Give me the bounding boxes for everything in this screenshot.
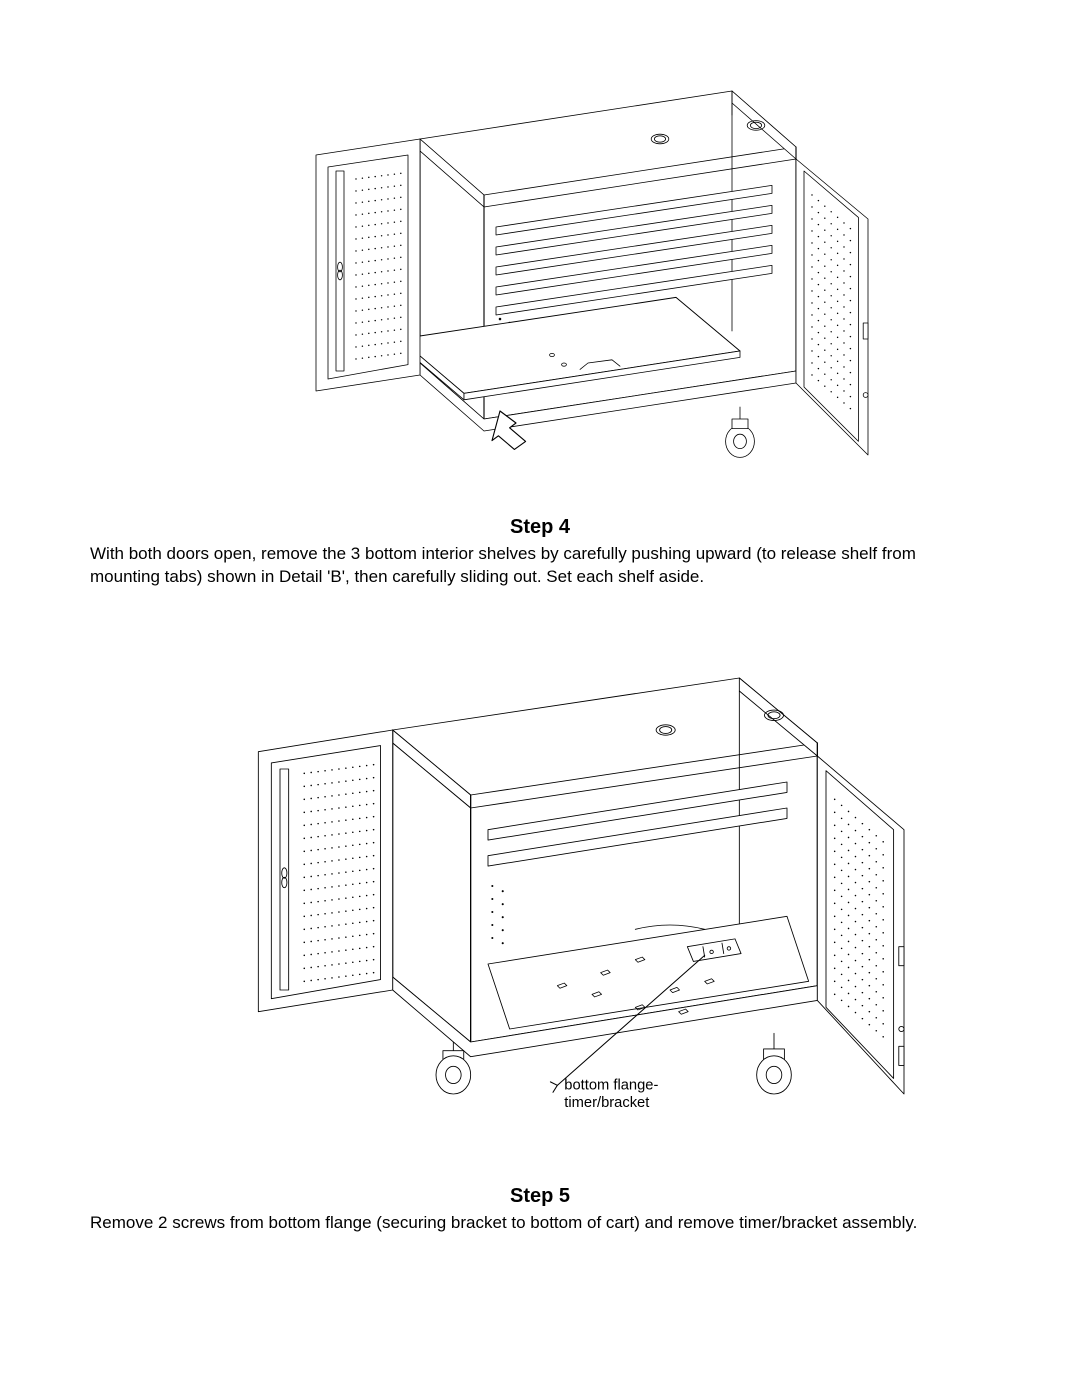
step4-text: With both doors open, remove the 3 botto… [90,543,990,589]
instruction-page: Step 4 With both doors open, remove the … [0,0,1080,1397]
step5-diagram: bottom flange- timer/bracket [150,619,930,1179]
step5-callout-line1: bottom flange- [564,1078,658,1094]
step5-figure: bottom flange- timer/bracket [90,619,990,1179]
step5-title: Step 5 [90,1185,990,1208]
step4-diagram [180,40,900,510]
step4-figure [90,40,990,510]
step5-callout-line2: timer/bracket [564,1095,649,1111]
step5-text: Remove 2 screws from bottom flange (secu… [90,1212,990,1235]
step4-title: Step 4 [90,516,990,539]
